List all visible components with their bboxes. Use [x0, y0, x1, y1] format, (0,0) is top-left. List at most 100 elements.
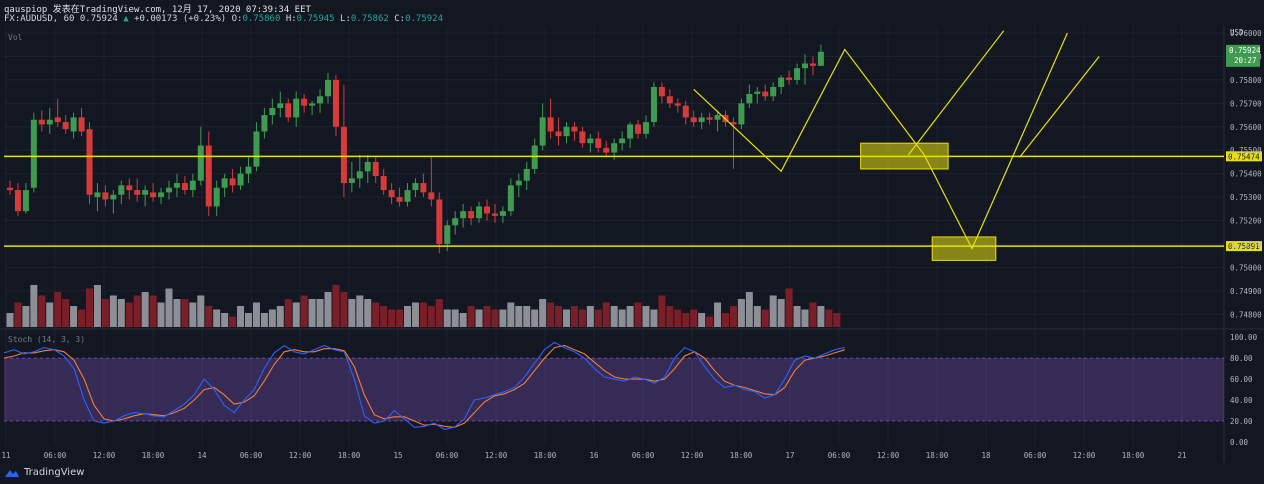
- time-tick-label: 12:00: [289, 451, 312, 460]
- volume-bar: [93, 285, 101, 327]
- last-price-label: 0.75924: [1229, 46, 1261, 55]
- candle-body: [245, 166, 252, 174]
- candle-body: [476, 206, 483, 219]
- volume-bar: [380, 306, 388, 327]
- volume-bar: [197, 295, 205, 327]
- candle-body: [118, 185, 125, 195]
- volume-bar: [753, 306, 761, 327]
- time-tick-label: 15: [393, 451, 402, 460]
- time-tick-label: 16: [589, 451, 599, 460]
- last-price-tag: [1226, 44, 1260, 67]
- time-tick-label: 12:00: [681, 451, 704, 460]
- volume-bar: [539, 299, 547, 327]
- candle-body: [30, 119, 37, 188]
- candle-body: [635, 124, 642, 134]
- candle-body: [150, 192, 157, 198]
- volume-bar: [332, 285, 340, 327]
- candle-body: [579, 131, 586, 144]
- volume-bar: [658, 295, 666, 327]
- volume-bar: [165, 288, 173, 327]
- candle-body: [102, 192, 109, 200]
- candle-body: [22, 190, 29, 212]
- tradingview-logo[interactable]: TradingView: [4, 467, 84, 478]
- candle-body: [746, 93, 753, 104]
- volume-bar: [117, 299, 125, 327]
- time-tick-label: 11: [1, 451, 10, 460]
- stoch-tick-label: 0.00: [1230, 438, 1249, 447]
- candle-body: [205, 145, 212, 207]
- candle-body: [484, 206, 490, 214]
- volume-bar: [260, 313, 268, 327]
- candle-body: [253, 131, 260, 167]
- volume-bar: [276, 306, 284, 327]
- volume-bar: [467, 306, 475, 327]
- volume-bar: [372, 302, 380, 327]
- level-price-tag: [1226, 151, 1262, 162]
- price-tick-label: 0.75300: [1230, 193, 1262, 202]
- volume-label: Vol: [8, 33, 23, 42]
- volume-bar: [531, 309, 539, 327]
- candle-body: [332, 79, 339, 127]
- price-axis-unit: USD: [1230, 28, 1244, 37]
- candle-body: [428, 192, 435, 200]
- volume-bar: [221, 313, 229, 327]
- time-tick-label: 14: [197, 451, 207, 460]
- trend-drawings: [693, 30, 1100, 261]
- volume-bar: [706, 316, 714, 327]
- volume-bar: [626, 306, 634, 327]
- candle-body: [611, 143, 618, 153]
- stoch-k-line: [3, 341, 845, 430]
- volume-bar: [610, 306, 618, 327]
- volume-bar: [141, 292, 149, 327]
- time-tick-label: 12:00: [1073, 451, 1096, 460]
- candle-body: [507, 185, 514, 212]
- candle-body: [531, 145, 538, 169]
- volume-bar: [125, 302, 133, 327]
- time-tick-label: 18:00: [534, 451, 557, 460]
- volume-bar: [483, 306, 491, 327]
- target-zone-lower: [931, 236, 997, 261]
- volume-bar: [491, 309, 499, 327]
- volume-bar: [555, 306, 563, 327]
- volume-bar: [745, 292, 753, 327]
- time-tick-label: 18: [981, 451, 991, 460]
- candle-body: [46, 119, 53, 125]
- candle-body: [698, 117, 705, 123]
- close-value: 0.75924: [405, 14, 444, 24]
- candle-body: [213, 187, 220, 207]
- time-tick-label: 17: [785, 451, 794, 460]
- time-tick-label: 06:00: [632, 451, 655, 460]
- candle-body: [706, 117, 713, 120]
- candle-body: [293, 98, 300, 118]
- time-tick-label: 18:00: [730, 451, 753, 460]
- price-change: +0.00173 (+0.23%): [134, 14, 227, 24]
- volume-bar: [419, 302, 427, 327]
- projection-branch: [1019, 56, 1100, 158]
- time-tick-label: 18:00: [926, 451, 949, 460]
- candle-body: [285, 103, 292, 118]
- stoch-pane: [3, 341, 1224, 430]
- time-tick-label: 06:00: [828, 451, 851, 460]
- volume-bar: [563, 309, 570, 327]
- volume-bar: [101, 299, 109, 327]
- candle-body: [460, 211, 467, 219]
- volume-bar: [515, 306, 523, 327]
- candle-body: [420, 183, 427, 193]
- price-tick-label: 0.75600: [1230, 123, 1262, 132]
- stoch-tick-label: 80.00: [1230, 354, 1253, 363]
- candle-body: [627, 124, 634, 139]
- volume-bar: [205, 306, 213, 327]
- candle-body: [110, 194, 117, 200]
- candle-body: [730, 122, 737, 125]
- candles: [7, 44, 824, 254]
- volume-bar: [38, 295, 46, 327]
- volume-bar: [78, 309, 86, 327]
- volume-bar: [499, 309, 507, 327]
- symbol-name[interactable]: FX:AUDUSD, 60: [4, 14, 75, 24]
- volume-bar: [761, 309, 769, 327]
- candle-body: [786, 77, 793, 80]
- candle-body: [38, 119, 45, 125]
- volume-bar: [237, 306, 245, 327]
- candle-body: [587, 138, 594, 144]
